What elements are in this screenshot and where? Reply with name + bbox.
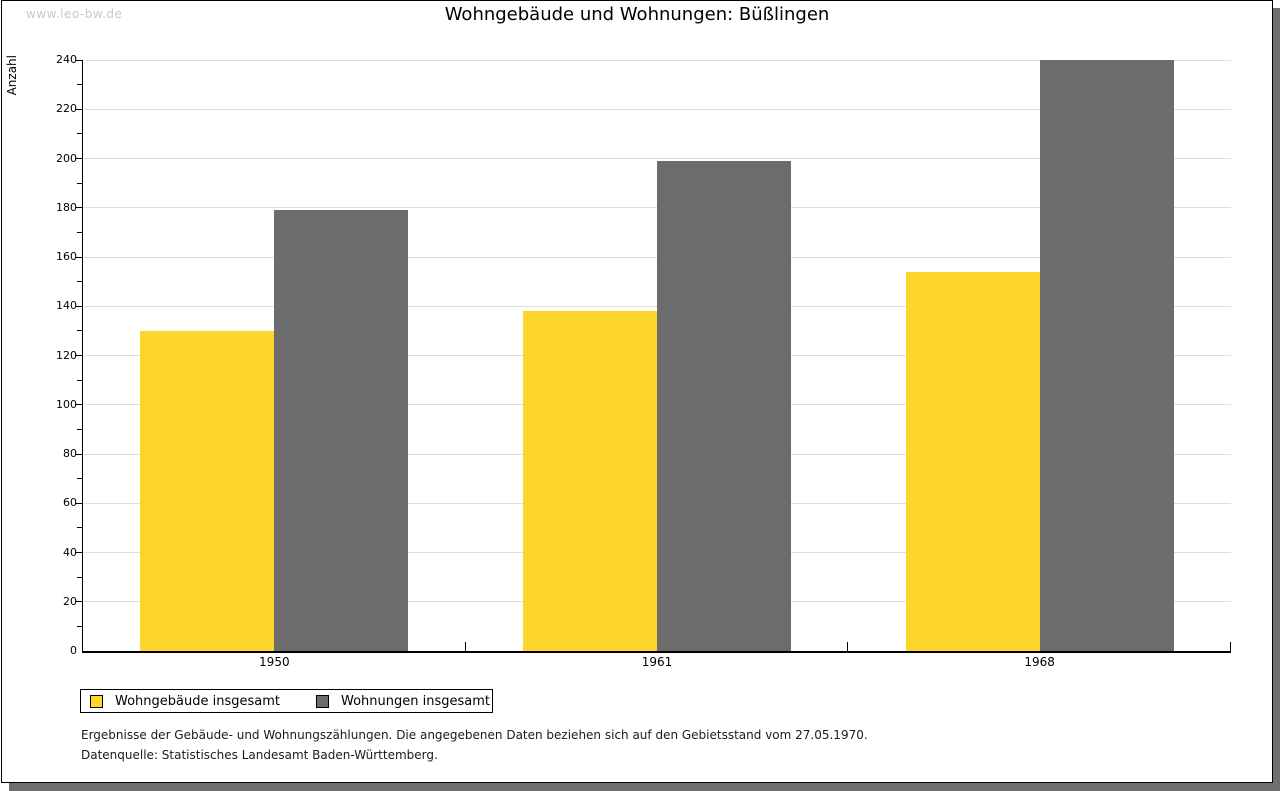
y-minor-tick-50 — [77, 527, 82, 529]
y-axis-title: Anzahl — [4, 43, 20, 107]
watermark: www.leo-bw.de — [26, 7, 123, 21]
y-tick-label-0: 0 — [70, 644, 77, 657]
x-boundary-tick-1 — [464, 642, 466, 651]
y-minor-tick-90 — [77, 428, 82, 430]
y-minor-tick-170 — [77, 231, 82, 233]
y-major-tick-100 — [75, 404, 82, 406]
y-major-tick-140 — [75, 305, 82, 307]
chart-title: Wohngebäude und Wohnungen: Büßlingen — [444, 4, 830, 25]
bar-1950-wohnungen — [274, 210, 409, 651]
footnote-results: Ergebnisse der Gebäude- und Wohnungszähl… — [81, 728, 868, 742]
plot-area: 1950 1961 1968 — [75, 59, 1231, 669]
bar-1950-wohngebaeude — [140, 330, 275, 651]
y-major-tick-40 — [75, 552, 82, 553]
bar-1961-wohnungen — [657, 160, 791, 651]
legend-item-wohngebaeude: Wohngebäude insgesamt — [90, 694, 280, 709]
legend-swatch-icon — [316, 694, 329, 708]
y-minor-tick-110 — [77, 379, 82, 381]
y-tick-label-240: 240 — [56, 53, 77, 66]
y-major-tick-200 — [75, 158, 82, 159]
legend-label: Wohnungen insgesamt — [341, 693, 490, 709]
y-axis-title-text: Anzahl — [5, 54, 19, 96]
gridline-y-240 — [83, 59, 1231, 61]
y-tick-label-220: 220 — [56, 102, 77, 116]
y-tick-label-120: 120 — [56, 348, 77, 362]
footnote-source: Datenquelle: Statistisches Landesamt Bad… — [81, 748, 438, 762]
y-tick-label-200: 200 — [56, 151, 77, 165]
gridline-y-200 — [83, 158, 1231, 159]
y-tick-label-100: 100 — [56, 397, 77, 411]
y-major-tick-80 — [75, 453, 82, 455]
x-tick-label-1950: 1950 — [259, 655, 290, 669]
x-tick-label-1968: 1968 — [1024, 655, 1055, 669]
y-minor-tick-30 — [77, 576, 82, 578]
y-tick-label-80: 80 — [63, 447, 77, 460]
bar-1968-wohngebaeude — [905, 271, 1040, 651]
y-major-tick-20 — [75, 601, 82, 603]
legend: Wohngebäude insgesamt Wohnungen insgesamt — [80, 689, 493, 713]
y-minor-tick-190 — [77, 182, 82, 184]
y-minor-tick-70 — [77, 478, 82, 480]
y-minor-tick-130 — [77, 330, 82, 332]
y-minor-tick-150 — [77, 281, 82, 283]
y-minor-tick-10 — [77, 625, 82, 627]
y-tick-label-20: 20 — [63, 594, 77, 608]
y-major-tick-180 — [75, 207, 82, 209]
bar-1961-wohngebaeude — [523, 311, 657, 651]
bar-1968-wohnungen — [1039, 60, 1174, 651]
y-minor-tick-210 — [77, 133, 82, 135]
y-major-tick-220 — [75, 108, 82, 110]
y-major-tick-60 — [75, 502, 82, 504]
x-boundary-tick-2 — [847, 642, 849, 651]
gridline-y-220 — [83, 108, 1231, 110]
legend-label: Wohngebäude insgesamt — [115, 693, 280, 709]
y-tick-label-160: 160 — [56, 250, 77, 263]
y-tick-label-140: 140 — [56, 299, 77, 313]
y-minor-tick-230 — [77, 84, 82, 86]
y-major-tick-240 — [75, 59, 82, 61]
y-major-tick-120 — [75, 355, 82, 356]
y-tick-label-60: 60 — [63, 496, 77, 510]
x-boundary-tick-3 — [1230, 642, 1231, 651]
legend-item-wohnungen: Wohnungen insgesamt — [316, 694, 490, 709]
y-tick-label-40: 40 — [63, 545, 77, 559]
y-major-tick-160 — [75, 256, 82, 258]
y-tick-label-180: 180 — [56, 200, 77, 214]
x-tick-label-1961: 1961 — [641, 655, 673, 669]
legend-swatch-icon — [90, 694, 103, 708]
